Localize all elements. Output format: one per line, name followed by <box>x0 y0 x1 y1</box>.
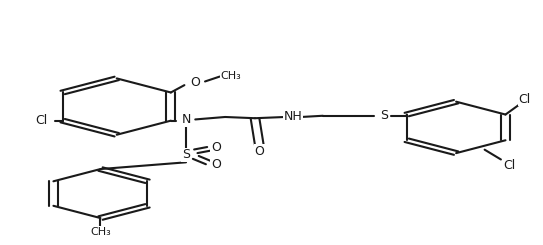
Text: NH: NH <box>283 110 302 123</box>
Text: O: O <box>211 158 221 171</box>
Text: O: O <box>211 141 221 154</box>
Text: S: S <box>182 148 190 161</box>
Text: Cl: Cl <box>503 159 515 172</box>
Text: CH₃: CH₃ <box>90 227 111 236</box>
Text: Cl: Cl <box>519 93 531 106</box>
Text: N: N <box>181 113 191 126</box>
Text: O: O <box>254 145 264 158</box>
Text: CH₃: CH₃ <box>220 71 241 81</box>
Text: S: S <box>380 109 388 122</box>
Text: Cl: Cl <box>35 114 47 127</box>
Text: O: O <box>190 76 200 89</box>
